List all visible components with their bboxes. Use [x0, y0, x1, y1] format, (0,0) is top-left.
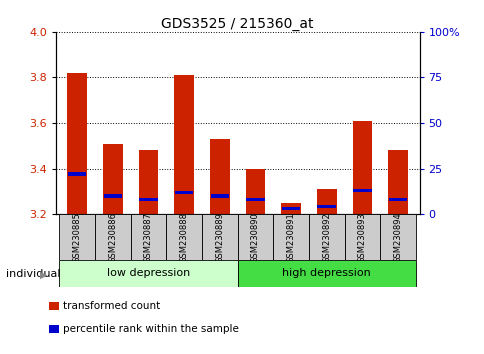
Text: GSM230887: GSM230887: [144, 212, 152, 263]
Bar: [174, 191, 193, 194]
Bar: [68, 172, 86, 176]
FancyBboxPatch shape: [201, 214, 237, 260]
Text: GSM230891: GSM230891: [286, 212, 295, 263]
Bar: [352, 189, 371, 192]
Bar: [103, 194, 122, 198]
Bar: [245, 169, 265, 214]
FancyBboxPatch shape: [308, 214, 344, 260]
Text: individual: individual: [6, 269, 60, 279]
Bar: [246, 198, 264, 201]
Bar: [281, 203, 301, 214]
Text: GSM230886: GSM230886: [108, 212, 117, 263]
Text: GSM230893: GSM230893: [357, 212, 366, 263]
FancyBboxPatch shape: [59, 260, 237, 287]
Bar: [103, 143, 122, 214]
Text: GSM230892: GSM230892: [322, 212, 331, 263]
Bar: [317, 189, 336, 214]
Text: GSM230888: GSM230888: [179, 212, 188, 263]
FancyBboxPatch shape: [166, 214, 201, 260]
Bar: [67, 73, 87, 214]
FancyBboxPatch shape: [95, 214, 130, 260]
Text: GSM230890: GSM230890: [250, 212, 259, 263]
Bar: [317, 205, 335, 209]
FancyBboxPatch shape: [130, 214, 166, 260]
Text: GSM230885: GSM230885: [73, 212, 81, 263]
Text: GSM230889: GSM230889: [215, 212, 224, 263]
Bar: [388, 150, 407, 214]
Text: GSM230894: GSM230894: [393, 212, 402, 263]
Bar: [281, 207, 300, 210]
FancyBboxPatch shape: [273, 214, 308, 260]
FancyBboxPatch shape: [237, 214, 273, 260]
Bar: [139, 198, 157, 201]
Bar: [388, 198, 407, 201]
Text: percentile rank within the sample: percentile rank within the sample: [63, 324, 239, 334]
Bar: [138, 150, 158, 214]
FancyBboxPatch shape: [59, 214, 95, 260]
Text: low depression: low depression: [106, 268, 190, 279]
Title: GDS3525 / 215360_at: GDS3525 / 215360_at: [161, 17, 313, 31]
Bar: [352, 121, 372, 214]
Bar: [210, 194, 228, 198]
Text: transformed count: transformed count: [63, 301, 160, 311]
FancyBboxPatch shape: [379, 214, 415, 260]
FancyBboxPatch shape: [344, 214, 379, 260]
Bar: [210, 139, 229, 214]
Text: high depression: high depression: [282, 268, 370, 279]
Text: ▶: ▶: [40, 269, 47, 279]
Bar: [174, 75, 194, 214]
FancyBboxPatch shape: [237, 260, 415, 287]
